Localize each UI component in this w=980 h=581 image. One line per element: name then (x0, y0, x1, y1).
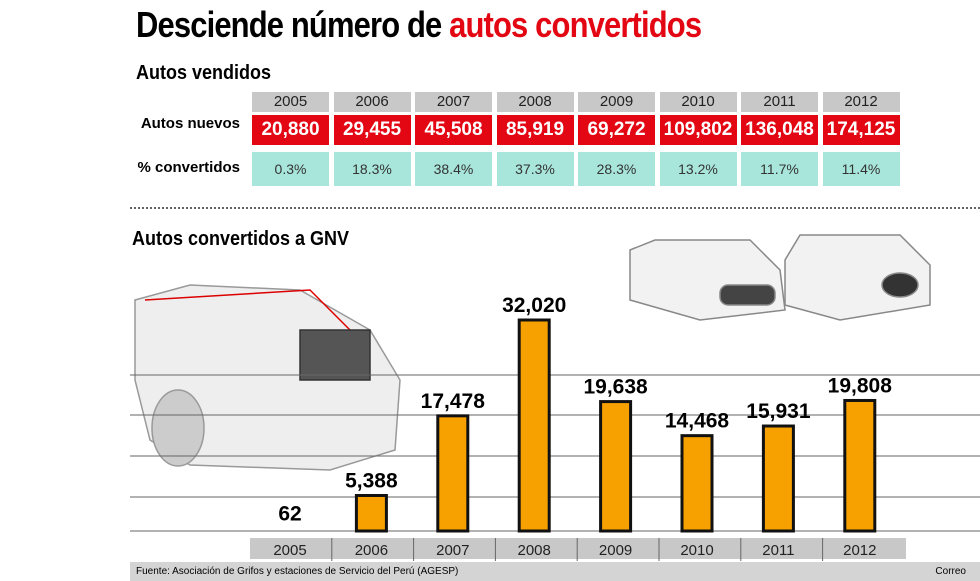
table-cell-row2-2011: 11.7% (741, 152, 818, 186)
table-cell-row1-2008: 85,919 (496, 115, 574, 145)
table-cell-row1-2012: 174,125 (822, 115, 900, 145)
table-cell-years-2006: 2006 (333, 92, 411, 112)
table-cell-years-2007: 2007 (415, 92, 492, 112)
x-tick-label-2008: 2008 (518, 542, 551, 559)
data-label-2012: 19,808 (828, 374, 893, 397)
chart-title: Autos convertidos a GNV (132, 228, 350, 250)
data-label-2011: 15,931 (746, 400, 811, 423)
table-cell-years-2009: 2009 (578, 92, 655, 112)
credit-text: Correo (935, 566, 966, 577)
x-tick-label-2011: 2011 (762, 542, 794, 559)
bar-2010 (680, 434, 714, 533)
table-cell-row1-2007: 45,508 (415, 115, 492, 145)
bar-2009 (599, 400, 633, 533)
bar-2006 (354, 493, 388, 533)
divider (130, 207, 980, 209)
x-tick-label-2012: 2012 (843, 542, 876, 559)
car-illustration-front (134, 284, 401, 471)
table-cell-years-2008: 2008 (496, 92, 574, 112)
row1-label: Autos nuevos (140, 115, 240, 132)
table-cell-row1-2009: 69,272 (578, 115, 655, 145)
table-cell-row1-2010: 109,802 (659, 115, 737, 145)
x-tick-label-2006: 2006 (355, 542, 388, 559)
table-cell-row2-2005: 0.3% (252, 152, 329, 186)
x-tick-label-2005: 2005 (273, 542, 306, 559)
table-cell-years-2012: 2012 (822, 92, 900, 112)
bar-2012 (843, 398, 877, 533)
table-cell-years-2010: 2010 (659, 92, 737, 112)
table-cell-row2-2009: 28.3% (578, 152, 655, 186)
title-part1: Desciende número de (136, 4, 450, 45)
data-label-2005: 62 (278, 503, 301, 526)
table-cell-years-2005: 2005 (252, 92, 329, 112)
table-cell-row1-2011: 136,048 (741, 115, 818, 145)
table-cell-row1-2006: 29,455 (333, 115, 411, 145)
bar-2011 (761, 424, 795, 533)
title-part2: autos convertidos (449, 4, 702, 45)
data-label-2008: 32,020 (502, 294, 566, 317)
data-label-2009: 19,638 (583, 376, 648, 399)
table-cell-row2-2007: 38.4% (415, 152, 492, 186)
table-cell-row2-2010: 13.2% (659, 152, 737, 186)
table-cell-row2-2008: 37.3% (496, 152, 574, 186)
table-cell-row2-2012: 11.4% (822, 152, 900, 186)
x-tick-label-2009: 2009 (599, 542, 632, 559)
car-illustration-rear (629, 234, 931, 321)
data-label-2010: 14,468 (665, 410, 730, 433)
x-tick-label-2010: 2010 (680, 542, 713, 559)
table-subtitle: Autos vendidos (136, 62, 272, 84)
x-axis-band (250, 538, 906, 559)
table-cell-row1-2005: 20,880 (252, 115, 329, 145)
bar-2008 (517, 318, 551, 533)
bar-2007 (436, 414, 470, 533)
table-cell-years-2011: 2011 (741, 92, 818, 112)
page-title: Desciende número de autos convertidos (136, 4, 702, 46)
data-label-2006: 5,388 (345, 469, 398, 492)
data-label-2007: 17,478 (421, 390, 486, 413)
x-tick-label-2007: 2007 (436, 542, 469, 559)
source-text: Fuente: Asociación de Grifos y estacione… (136, 566, 459, 577)
row2-label: % convertidos (137, 159, 240, 176)
table-cell-row2-2006: 18.3% (333, 152, 411, 186)
footer: Fuente: Asociación de Grifos y estacione… (130, 562, 980, 581)
